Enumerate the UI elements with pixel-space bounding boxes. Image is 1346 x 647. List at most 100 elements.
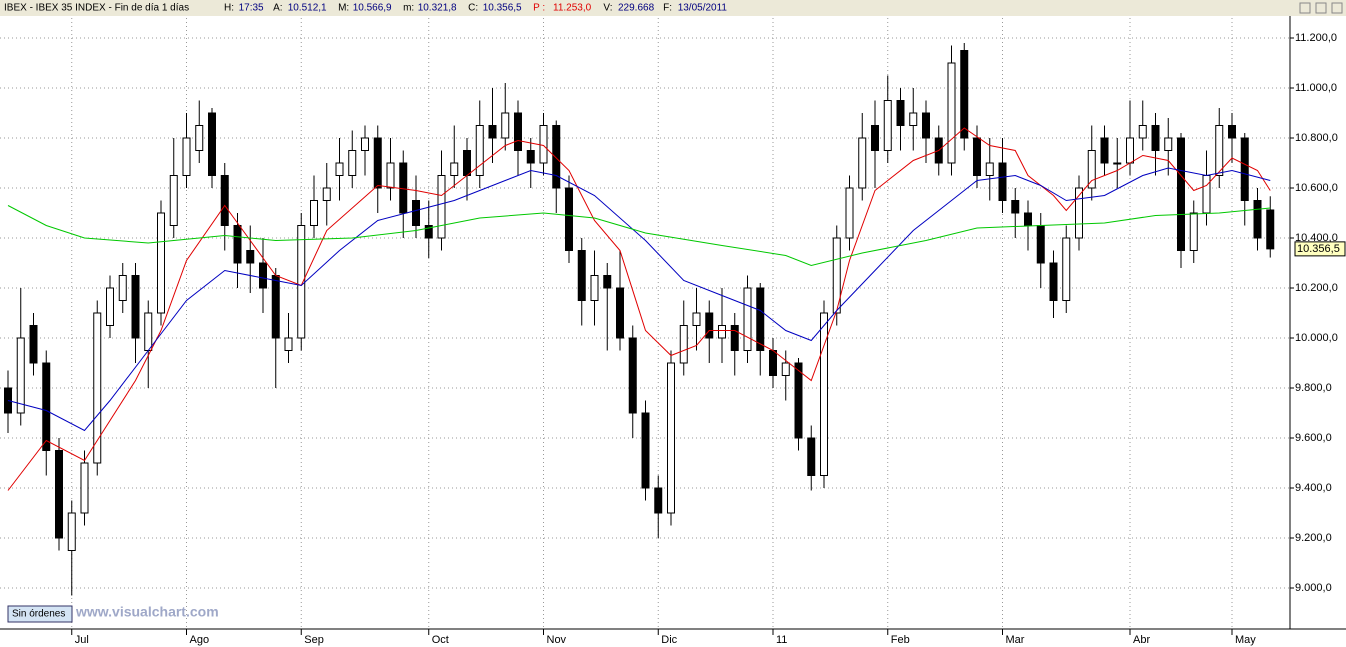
candle-body (271, 275, 280, 339)
candle-body (947, 62, 956, 164)
candle-body (1113, 162, 1122, 165)
candle-body (208, 112, 216, 176)
candle-body (1087, 150, 1096, 189)
candle-body (552, 125, 561, 189)
candle-body (169, 175, 178, 226)
candle-body (539, 125, 548, 164)
candle-body (450, 162, 459, 176)
x-tick-label: Ago (190, 634, 210, 646)
status: Sin órdenes (12, 609, 65, 620)
candle-body (820, 312, 828, 476)
maximize-button[interactable] (1315, 2, 1327, 14)
x-tick-label: Sep (304, 634, 324, 646)
candle-body (922, 112, 930, 139)
y-tick-label: 9.000,0 (1295, 582, 1332, 594)
candle-body (55, 450, 63, 539)
x-tick-label: Nov (547, 634, 567, 646)
header-value: 13/05/2011 (678, 3, 728, 14)
candle-body (399, 162, 408, 214)
candle-body (845, 187, 854, 239)
candle-body (590, 275, 599, 301)
candle-body (373, 137, 382, 189)
candle-body (973, 137, 981, 176)
candle-body (730, 325, 739, 351)
moving-average (7, 127, 1271, 491)
candle-body (1138, 125, 1147, 139)
candle-body (1075, 187, 1083, 239)
candle-body (16, 337, 25, 414)
candle-body (67, 512, 76, 551)
candle-body (488, 125, 497, 139)
header-label: F: (663, 3, 672, 14)
candle-body (1189, 212, 1198, 251)
y-tick-label: 9.600,0 (1295, 432, 1332, 444)
candle-body (896, 100, 905, 126)
last-price-label: 10.356,5 (1297, 243, 1340, 255)
candle-body (1100, 137, 1109, 164)
x-tick-label: May (1235, 634, 1256, 646)
candle-body (565, 187, 573, 251)
plot (0, 18, 1290, 628)
header-value: 17:35 (239, 3, 264, 14)
close-button[interactable] (1331, 2, 1343, 14)
header-label: C: (468, 3, 478, 14)
candle-body (858, 137, 867, 189)
x-tick-label: Abr (1133, 634, 1150, 646)
candle-body (386, 162, 395, 189)
candle-body (960, 50, 969, 139)
candle-body (1062, 237, 1071, 301)
candle-body (514, 112, 522, 151)
candle-body (233, 225, 242, 264)
header-label: H: (224, 3, 234, 14)
candle-body (679, 325, 688, 364)
watermark: www.visualchart.com (75, 604, 219, 620)
candle-body (628, 337, 637, 414)
candle-body (259, 262, 267, 289)
header-label: P : (533, 3, 545, 14)
candle-body (526, 150, 535, 164)
x-tick-label: Oct (432, 634, 449, 646)
candle-body (1011, 200, 1020, 214)
header-value: 10.356,5 (483, 3, 522, 14)
candle-body (42, 362, 51, 451)
candle-body (284, 337, 293, 351)
candle-body (310, 200, 318, 226)
candle-body (1215, 125, 1224, 176)
candle-body (1024, 212, 1032, 226)
y-tick-label: 9.200,0 (1295, 532, 1332, 544)
header-label: M: (338, 3, 349, 14)
candle-body (131, 275, 140, 339)
header-value: 10.512,1 (288, 3, 327, 14)
x-tick-label: Jul (75, 634, 89, 646)
header-symbol: IBEX - IBEX 35 INDEX - Fin de día 1 días (4, 3, 189, 14)
y-tick-label: 10.600,0 (1295, 182, 1338, 194)
candle-body (1253, 200, 1262, 239)
candle-body (412, 200, 420, 226)
header: IBEX - IBEX 35 INDEX - Fin de día 1 días… (4, 3, 727, 14)
candle-body (692, 312, 701, 326)
candle-body (1164, 137, 1173, 151)
candle-body (718, 325, 726, 339)
y-tick-label: 9.400,0 (1295, 482, 1332, 494)
x-tick-label: Mar (1006, 634, 1025, 646)
y-tick-label: 10.400,0 (1295, 232, 1338, 244)
header-bar (0, 0, 1346, 16)
candle-body (781, 362, 790, 376)
candle-body (794, 362, 803, 439)
candle-body (705, 312, 714, 339)
candle-body (93, 312, 102, 464)
candle-body (603, 275, 612, 289)
candle-body (1126, 137, 1134, 164)
header-label: A: (273, 3, 282, 14)
candle-body (463, 150, 471, 176)
candle-body (743, 287, 752, 351)
candle-body (1240, 137, 1249, 201)
candle-body (195, 125, 204, 151)
y-tick-label: 11.000,0 (1295, 82, 1337, 94)
header-value: 229.668 (618, 3, 655, 14)
minimize-button[interactable] (1299, 2, 1311, 14)
candle-body (1202, 175, 1211, 214)
candle-body (871, 125, 879, 151)
header-label: V: (603, 3, 612, 14)
